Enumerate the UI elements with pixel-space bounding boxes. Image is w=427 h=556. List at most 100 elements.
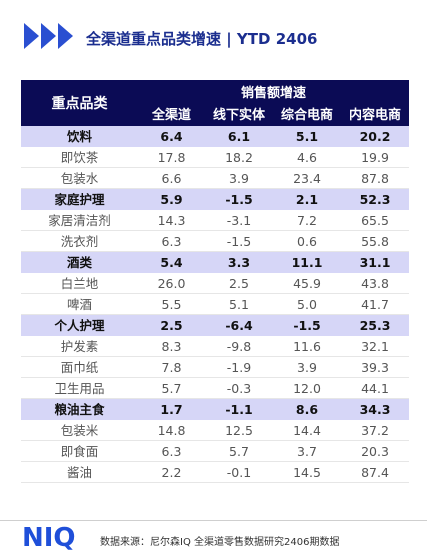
table-cell: 25.3 <box>359 318 391 333</box>
row-label: 啤酒 <box>66 297 92 312</box>
table-cell: 3.9 <box>297 360 317 375</box>
table-cell: 6.4 <box>160 129 183 144</box>
chevron-right-icon <box>24 23 39 49</box>
page-title: 全渠道重点品类增速 | YTD 2406 <box>86 30 318 48</box>
table-cell: 23.4 <box>293 171 321 186</box>
table-cell: 7.8 <box>161 360 182 375</box>
table-cell: -0.3 <box>226 381 252 396</box>
table-cell: 14.5 <box>293 465 321 480</box>
table-row: 白兰地 26.0 2.5 45.9 43.8 <box>21 273 409 294</box>
row-divider <box>21 482 409 483</box>
table-row: 酱油 2.2 -0.1 14.5 87.4 <box>21 462 409 483</box>
table-cell: 6.3 <box>161 444 182 459</box>
table-cell: 4.6 <box>297 150 317 165</box>
table-cell: -6.4 <box>225 318 253 333</box>
row-label: 个人护理 <box>54 318 105 333</box>
table-cell: -1.5 <box>293 318 321 333</box>
row-divider <box>21 440 409 441</box>
table-cell: 6.3 <box>161 234 182 249</box>
row-label: 饮料 <box>66 129 92 144</box>
row-divider <box>21 398 409 399</box>
row-label: 洗衣剂 <box>60 234 99 249</box>
row-divider <box>21 230 409 231</box>
table-cell: 11.1 <box>291 255 323 270</box>
table-cell: 31.1 <box>359 255 391 270</box>
table-cell: 12.0 <box>293 381 321 396</box>
table-cell: 0.6 <box>297 234 317 249</box>
row-label: 包装水 <box>60 171 99 186</box>
table-cell: 1.7 <box>160 402 183 417</box>
table-cell: 2.2 <box>161 465 182 480</box>
table-row: 家居清洁剂 14.3 -3.1 7.2 65.5 <box>21 210 409 231</box>
table-cell: 26.0 <box>157 276 186 291</box>
table-cell: 8.3 <box>161 339 182 354</box>
table-cell: 5.1 <box>295 129 319 144</box>
table-cell: -3.1 <box>226 213 252 228</box>
row-label: 包装米 <box>60 423 99 438</box>
category-row: 酒类 5.4 3.3 11.1 31.1 <box>21 252 409 273</box>
row-divider <box>21 461 409 462</box>
table-row: 即饮茶 17.8 18.2 4.6 19.9 <box>21 147 409 168</box>
category-row: 家庭护理 5.9 -1.5 2.1 52.3 <box>21 189 409 210</box>
table-cell: 34.3 <box>359 402 391 417</box>
category-row: 粮油主食 1.7 -1.1 8.6 34.3 <box>21 399 409 420</box>
table-cell: 18.2 <box>225 150 253 165</box>
table-cell: 14.3 <box>157 213 186 228</box>
row-header-label: 重点品类 <box>51 96 108 112</box>
table-cell: 2.1 <box>295 192 319 207</box>
table-cell: 11.6 <box>293 339 321 354</box>
table-cell: 14.8 <box>157 423 186 438</box>
table-cell: -1.5 <box>226 234 252 249</box>
chevron-right-icon <box>58 23 73 49</box>
table-cell: 17.8 <box>157 150 186 165</box>
row-label: 卫生用品 <box>54 381 105 396</box>
table-row: 即食面 6.3 5.7 3.7 20.3 <box>21 441 409 462</box>
table-cell: 65.5 <box>361 213 389 228</box>
table-cell: 12.5 <box>225 423 253 438</box>
data-table: 重点品类 销售额增速 全渠道 线下实体 综合电商 内容电商 饮料 6.4 6.1 5.… <box>21 80 409 483</box>
table-cell: 87.4 <box>361 465 389 480</box>
category-row: 个人护理 2.5 -6.4 -1.5 25.3 <box>21 315 409 336</box>
row-label: 家庭护理 <box>54 192 105 207</box>
table-cell: 2.5 <box>229 276 249 291</box>
row-divider <box>21 314 409 315</box>
row-divider <box>21 356 409 357</box>
row-label: 酱油 <box>66 465 92 480</box>
table-cell: 3.7 <box>297 444 317 459</box>
category-row: 饮料 6.4 6.1 5.1 20.2 <box>21 126 409 147</box>
table-cell: 6.6 <box>161 171 182 186</box>
row-label: 面巾纸 <box>60 360 99 375</box>
table-row: 啤酒 5.5 5.1 5.0 41.7 <box>21 294 409 315</box>
row-divider <box>21 167 409 168</box>
row-label: 即食面 <box>60 444 99 459</box>
table-cell: 52.3 <box>359 192 391 207</box>
table-cell: 44.1 <box>361 381 389 396</box>
table-cell: 55.8 <box>361 234 389 249</box>
table-cell: 14.4 <box>293 423 321 438</box>
table-cell: -9.8 <box>226 339 252 354</box>
row-divider <box>21 188 409 189</box>
table-cell: 5.1 <box>229 297 249 312</box>
table-cell: 5.7 <box>161 381 182 396</box>
table-cell: 5.0 <box>297 297 317 312</box>
table-cell: -1.5 <box>225 192 253 207</box>
table-cell: 3.9 <box>229 171 249 186</box>
row-divider <box>21 377 409 378</box>
table-cell: 37.2 <box>361 423 389 438</box>
table-cell: 32.1 <box>361 339 389 354</box>
table-row: 包装水 6.6 3.9 23.4 87.8 <box>21 168 409 189</box>
column-header: 综合电商 <box>280 108 333 123</box>
table-header: 重点品类 销售额增速 全渠道 线下实体 综合电商 内容电商 <box>21 80 409 126</box>
table-cell: 2.5 <box>160 318 183 333</box>
header: 全渠道重点品类增速 | YTD 2406 <box>24 20 414 54</box>
row-divider <box>21 251 409 252</box>
footer-divider <box>0 520 427 521</box>
table-cell: 7.2 <box>297 213 317 228</box>
table-body: 饮料 6.4 6.1 5.1 20.2 即饮茶 17.8 18.2 4.6 19.9 包装水 6.6 3… <box>21 126 409 483</box>
data-source-note: 数据来源：尼尔森IQ 全渠道零售数据研究2406期数据 <box>100 537 340 548</box>
row-label: 即饮茶 <box>60 150 99 165</box>
table-row: 包装米 14.8 12.5 14.4 37.2 <box>21 420 409 441</box>
table-cell: 43.8 <box>361 276 389 291</box>
row-label: 家居清洁剂 <box>48 213 111 228</box>
table-cell: -0.1 <box>226 465 252 480</box>
